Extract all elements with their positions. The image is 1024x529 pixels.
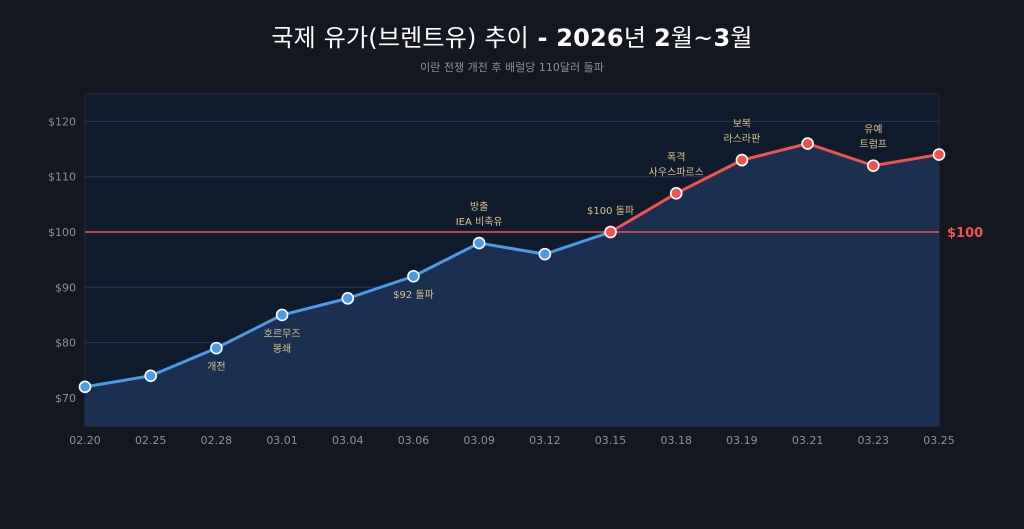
x-tick-label: 03.25	[923, 434, 955, 447]
data-point[interactable]	[341, 292, 355, 305]
y-tick-label: $120	[48, 115, 76, 128]
annotation-label: 개전	[207, 361, 225, 373]
annotation-label: 봉쇄	[273, 343, 291, 355]
y-tick-label: $80	[55, 337, 76, 350]
x-tick-label: 03.06	[398, 434, 430, 447]
data-point[interactable]	[210, 341, 223, 355]
annotation-label: $100 돌파	[587, 205, 634, 217]
title-month-sep: 월~	[670, 24, 714, 52]
y-tick-label: $110	[48, 171, 76, 184]
x-tick-label: 02.20	[69, 434, 101, 447]
title-year: - 2026	[528, 24, 624, 52]
data-point[interactable]	[735, 153, 749, 167]
annotation-label: 방출	[470, 201, 488, 213]
x-tick-label: 02.25	[135, 434, 167, 447]
x-tick-label: 03.01	[266, 434, 298, 447]
data-point[interactable]	[867, 159, 880, 172]
data-point[interactable]	[801, 137, 814, 150]
title-text: 국제 유가(브렌트유) 추이	[271, 24, 529, 52]
x-tick-label: 03.09	[463, 434, 495, 447]
x-tick-label: 03.18	[660, 434, 692, 447]
y-tick-label: $100	[48, 226, 76, 239]
annotation-label: 폭격	[667, 150, 685, 163]
annotation-label: IEA 비축유	[456, 216, 503, 228]
x-tick-label: 03.04	[332, 434, 364, 447]
y-tick-label: $90	[55, 281, 76, 294]
y-axis: $70 $80 $90 $100 $110 $120	[48, 115, 76, 405]
annotation-label: $92 돌파	[393, 289, 434, 301]
x-tick-label: 02.28	[201, 434, 233, 447]
annotation-label: 유예	[864, 124, 882, 136]
data-point[interactable]	[78, 380, 92, 394]
annotation-label: 호르무즈	[264, 328, 301, 340]
data-point[interactable]	[275, 308, 289, 322]
data-point[interactable]	[144, 369, 157, 383]
annotation-label: 사우스파르스	[649, 166, 704, 178]
title-year-suffix: 년	[623, 24, 654, 52]
title-month-end: 3	[713, 24, 731, 52]
y-tick-label: $70	[55, 392, 76, 405]
data-points	[78, 137, 946, 394]
x-tick-label: 03.23	[858, 434, 890, 447]
annotation-label: 보복	[733, 118, 751, 130]
price-line-segment	[609, 142, 940, 234]
chart-title: 국제 유가(브렌트유) 추이 - 2026년 2월~3월	[0, 18, 1024, 53]
annotation-label: 라스라판	[724, 133, 761, 145]
x-tick-label: 03.15	[595, 434, 627, 447]
x-axis: 02.20 02.25 02.28 03.01 03.04 03.06 03.09 03.12…	[69, 434, 955, 447]
data-point[interactable]	[932, 148, 946, 161]
reference-line-label: $100	[947, 226, 983, 241]
title-month-suffix: 월	[730, 24, 753, 52]
data-point[interactable]	[472, 236, 486, 250]
area-fill	[85, 143, 939, 426]
x-tick-label: 03.12	[529, 434, 561, 447]
data-point[interactable]	[407, 269, 420, 283]
title-month-start: 2	[653, 24, 671, 52]
chart-subtitle: 이란 전쟁 개전 후 배럴당 110달러 돌파	[420, 61, 604, 74]
data-point[interactable]	[669, 186, 683, 200]
x-tick-label: 03.19	[726, 434, 758, 447]
x-tick-label: 03.21	[792, 434, 824, 447]
annotation-label: 트럼프	[860, 138, 888, 151]
data-point[interactable]	[604, 225, 617, 239]
data-point[interactable]	[538, 247, 552, 261]
